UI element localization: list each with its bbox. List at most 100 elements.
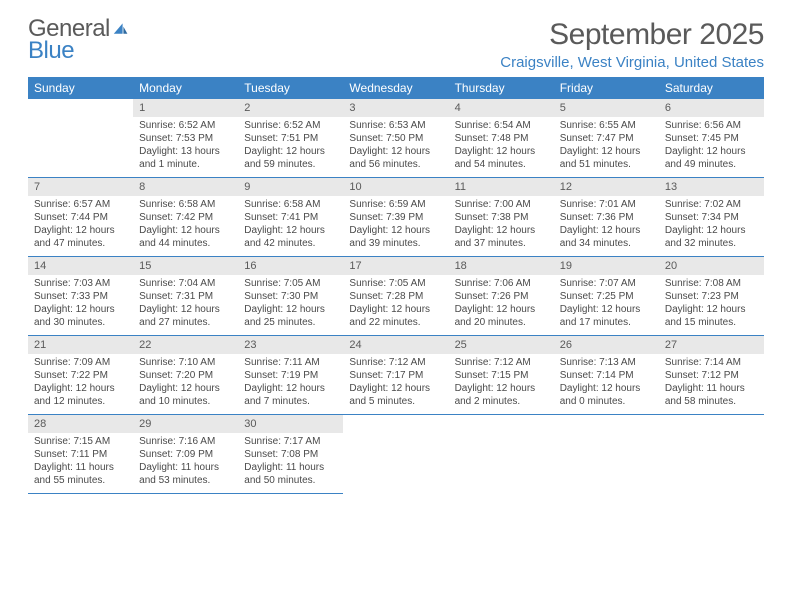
sunrise-line: Sunrise: 6:58 AM bbox=[139, 198, 232, 211]
sunrise-line: Sunrise: 7:03 AM bbox=[34, 277, 127, 290]
day-body: Sunrise: 6:55 AMSunset: 7:47 PMDaylight:… bbox=[554, 117, 659, 177]
sunset-line: Sunset: 7:11 PM bbox=[34, 448, 127, 461]
daylight-line: Daylight: 12 hours and 49 minutes. bbox=[665, 145, 758, 171]
daylight-line: Daylight: 12 hours and 20 minutes. bbox=[455, 303, 548, 329]
day-number: 15 bbox=[133, 257, 238, 275]
sunrise-line: Sunrise: 6:57 AM bbox=[34, 198, 127, 211]
daylight-line: Daylight: 11 hours and 53 minutes. bbox=[139, 461, 232, 487]
day-body: Sunrise: 7:05 AMSunset: 7:28 PMDaylight:… bbox=[343, 275, 448, 335]
calendar-day-cell: 26Sunrise: 7:13 AMSunset: 7:14 PMDayligh… bbox=[554, 336, 659, 415]
daylight-line: Daylight: 12 hours and 42 minutes. bbox=[244, 224, 337, 250]
day-body: Sunrise: 7:10 AMSunset: 7:20 PMDaylight:… bbox=[133, 354, 238, 414]
sunset-line: Sunset: 7:33 PM bbox=[34, 290, 127, 303]
calendar-week-row: 21Sunrise: 7:09 AMSunset: 7:22 PMDayligh… bbox=[28, 336, 764, 415]
weekday-header: Wednesday bbox=[343, 77, 448, 99]
daylight-line: Daylight: 12 hours and 44 minutes. bbox=[139, 224, 232, 250]
calendar-day-cell: 4Sunrise: 6:54 AMSunset: 7:48 PMDaylight… bbox=[449, 99, 554, 178]
day-body: Sunrise: 7:00 AMSunset: 7:38 PMDaylight:… bbox=[449, 196, 554, 256]
day-number: 12 bbox=[554, 178, 659, 196]
sunset-line: Sunset: 7:50 PM bbox=[349, 132, 442, 145]
sunset-line: Sunset: 7:30 PM bbox=[244, 290, 337, 303]
daylight-line: Daylight: 12 hours and 5 minutes. bbox=[349, 382, 442, 408]
day-number bbox=[449, 415, 554, 433]
sunset-line: Sunset: 7:09 PM bbox=[139, 448, 232, 461]
day-body: Sunrise: 6:52 AMSunset: 7:51 PMDaylight:… bbox=[238, 117, 343, 177]
daylight-line: Daylight: 11 hours and 58 minutes. bbox=[665, 382, 758, 408]
day-body: Sunrise: 6:56 AMSunset: 7:45 PMDaylight:… bbox=[659, 117, 764, 177]
calendar-day-cell: 13 Sunrise: 7:02 AMSunset: 7:34 PMDayligh… bbox=[659, 178, 764, 257]
calendar-day-cell: 17Sunrise: 7:05 AMSunset: 7:28 PMDayligh… bbox=[343, 257, 448, 336]
sunrise-line: Sunrise: 7:02 AM bbox=[665, 198, 758, 211]
day-number: 21 bbox=[28, 336, 133, 354]
sunrise-line: Sunrise: 6:54 AM bbox=[455, 119, 548, 132]
day-body bbox=[343, 433, 448, 489]
sunrise-line: Sunrise: 7:10 AM bbox=[139, 356, 232, 369]
daylight-line: Daylight: 12 hours and 32 minutes. bbox=[665, 224, 758, 250]
calendar-day-cell: 30Sunrise: 7:17 AMSunset: 7:08 PMDayligh… bbox=[238, 415, 343, 494]
calendar-day-cell: 14Sunrise: 7:03 AMSunset: 7:33 PMDayligh… bbox=[28, 257, 133, 336]
sunset-line: Sunset: 7:51 PM bbox=[244, 132, 337, 145]
daylight-line: Daylight: 12 hours and 0 minutes. bbox=[560, 382, 653, 408]
day-number: 23 bbox=[238, 336, 343, 354]
sunrise-line: Sunrise: 7:01 AM bbox=[560, 198, 653, 211]
calendar-day-cell bbox=[554, 415, 659, 494]
sunset-line: Sunset: 7:34 PM bbox=[665, 211, 758, 224]
daylight-line: Daylight: 12 hours and 22 minutes. bbox=[349, 303, 442, 329]
daylight-line: Daylight: 12 hours and 10 minutes. bbox=[139, 382, 232, 408]
daylight-line: Daylight: 12 hours and 47 minutes. bbox=[34, 224, 127, 250]
sunrise-line: Sunrise: 7:00 AM bbox=[455, 198, 548, 211]
title-block: September 2025 Craigsville, West Virgini… bbox=[500, 18, 764, 71]
calendar-day-cell: 9Sunrise: 6:58 AMSunset: 7:41 PMDaylight… bbox=[238, 178, 343, 257]
calendar-table: Sunday Monday Tuesday Wednesday Thursday… bbox=[28, 77, 764, 494]
day-number: 16 bbox=[238, 257, 343, 275]
day-number: 8 bbox=[133, 178, 238, 196]
sunrise-line: Sunrise: 7:06 AM bbox=[455, 277, 548, 290]
sunrise-line: Sunrise: 7:11 AM bbox=[244, 356, 337, 369]
day-number: 7 bbox=[28, 178, 133, 196]
sunrise-line: Sunrise: 7:08 AM bbox=[665, 277, 758, 290]
sunset-line: Sunset: 7:26 PM bbox=[455, 290, 548, 303]
sunset-line: Sunset: 7:19 PM bbox=[244, 369, 337, 382]
sunset-line: Sunset: 7:12 PM bbox=[665, 369, 758, 382]
day-number: 1 bbox=[133, 99, 238, 117]
day-number: 5 bbox=[554, 99, 659, 117]
daylight-line: Daylight: 12 hours and 7 minutes. bbox=[244, 382, 337, 408]
day-number: 28 bbox=[28, 415, 133, 433]
day-number: 20 bbox=[659, 257, 764, 275]
sunrise-line: Sunrise: 6:59 AM bbox=[349, 198, 442, 211]
calendar-week-row: 14Sunrise: 7:03 AMSunset: 7:33 PMDayligh… bbox=[28, 257, 764, 336]
day-number: 17 bbox=[343, 257, 448, 275]
sunset-line: Sunset: 7:48 PM bbox=[455, 132, 548, 145]
sunrise-line: Sunrise: 6:52 AM bbox=[244, 119, 337, 132]
sunrise-line: Sunrise: 7:15 AM bbox=[34, 435, 127, 448]
sunset-line: Sunset: 7:47 PM bbox=[560, 132, 653, 145]
sunset-line: Sunset: 7:44 PM bbox=[34, 211, 127, 224]
calendar-day-cell: 28Sunrise: 7:15 AMSunset: 7:11 PMDayligh… bbox=[28, 415, 133, 494]
sunset-line: Sunset: 7:15 PM bbox=[455, 369, 548, 382]
calendar-header-row: Sunday Monday Tuesday Wednesday Thursday… bbox=[28, 77, 764, 99]
calendar-day-cell: 21Sunrise: 7:09 AMSunset: 7:22 PMDayligh… bbox=[28, 336, 133, 415]
calendar-day-cell: 18Sunrise: 7:06 AMSunset: 7:26 PMDayligh… bbox=[449, 257, 554, 336]
weekday-header: Thursday bbox=[449, 77, 554, 99]
sunset-line: Sunset: 7:31 PM bbox=[139, 290, 232, 303]
day-body: Sunrise: 7:13 AMSunset: 7:14 PMDaylight:… bbox=[554, 354, 659, 414]
day-number: 13 bbox=[659, 178, 764, 196]
daylight-line: Daylight: 12 hours and 27 minutes. bbox=[139, 303, 232, 329]
day-body: Sunrise: 6:59 AMSunset: 7:39 PMDaylight:… bbox=[343, 196, 448, 256]
day-body: Sunrise: 7:17 AMSunset: 7:08 PMDaylight:… bbox=[238, 433, 343, 493]
day-number: 19 bbox=[554, 257, 659, 275]
daylight-line: Daylight: 12 hours and 34 minutes. bbox=[560, 224, 653, 250]
day-number: 6 bbox=[659, 99, 764, 117]
day-number: 4 bbox=[449, 99, 554, 117]
calendar-day-cell bbox=[449, 415, 554, 494]
day-body: Sunrise: 7:16 AMSunset: 7:09 PMDaylight:… bbox=[133, 433, 238, 493]
daylight-line: Daylight: 13 hours and 1 minute. bbox=[139, 145, 232, 171]
day-number: 22 bbox=[133, 336, 238, 354]
sunset-line: Sunset: 7:14 PM bbox=[560, 369, 653, 382]
calendar-day-cell bbox=[28, 99, 133, 178]
day-body bbox=[554, 433, 659, 489]
day-body: Sunrise: 7:08 AMSunset: 7:23 PMDaylight:… bbox=[659, 275, 764, 335]
day-number: 24 bbox=[343, 336, 448, 354]
day-body: Sunrise: 7:15 AMSunset: 7:11 PMDaylight:… bbox=[28, 433, 133, 493]
calendar-day-cell: 15Sunrise: 7:04 AMSunset: 7:31 PMDayligh… bbox=[133, 257, 238, 336]
